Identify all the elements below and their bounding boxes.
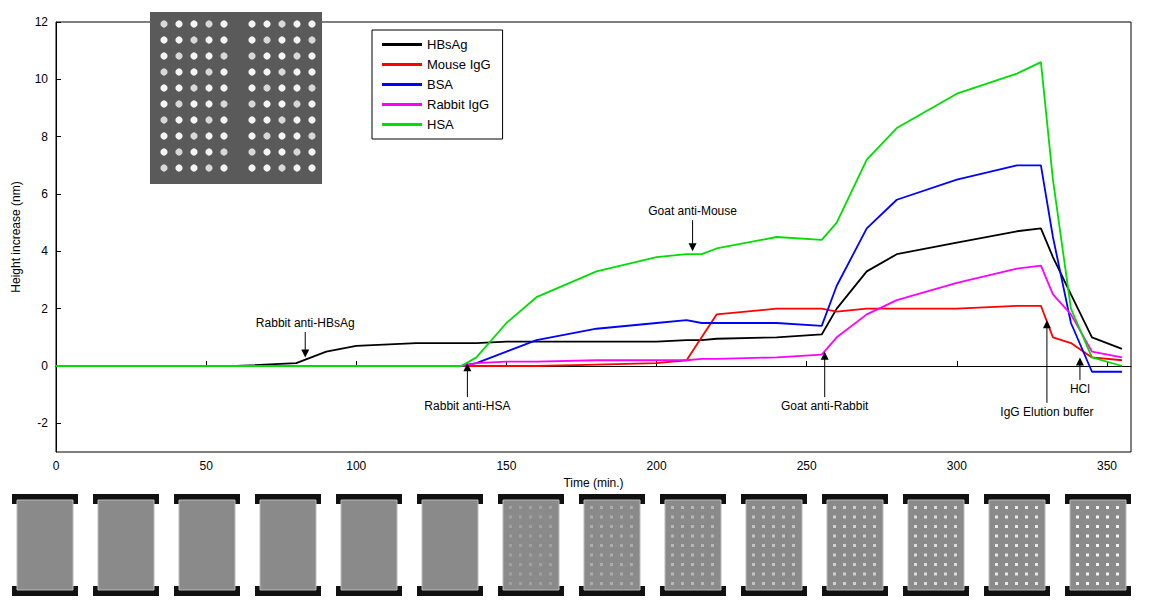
svg-text:Goat anti-Mouse: Goat anti-Mouse bbox=[648, 204, 737, 218]
svg-text:200: 200 bbox=[647, 459, 667, 473]
svg-text:0: 0 bbox=[53, 459, 60, 473]
svg-text:150: 150 bbox=[496, 459, 516, 473]
svg-text:Goat anti-Rabbit: Goat anti-Rabbit bbox=[781, 399, 869, 413]
svg-text:HBsAg: HBsAg bbox=[427, 37, 467, 52]
svg-text:350: 350 bbox=[1097, 459, 1117, 473]
svg-text:100: 100 bbox=[346, 459, 366, 473]
svg-text:12: 12 bbox=[35, 15, 49, 29]
svg-text:Rabbit IgG: Rabbit IgG bbox=[427, 97, 489, 112]
svg-text:300: 300 bbox=[947, 459, 967, 473]
svg-text:-2: -2 bbox=[37, 416, 48, 430]
svg-text:HSA: HSA bbox=[427, 117, 454, 132]
svg-text:8: 8 bbox=[41, 130, 48, 144]
svg-text:0: 0 bbox=[41, 359, 48, 373]
svg-text:Mouse IgG: Mouse IgG bbox=[427, 57, 491, 72]
svg-text:IgG Elution buffer: IgG Elution buffer bbox=[1000, 405, 1093, 419]
svg-text:BSA: BSA bbox=[427, 77, 453, 92]
svg-text:2: 2 bbox=[41, 302, 48, 316]
svg-text:6: 6 bbox=[41, 187, 48, 201]
svg-text:HCl: HCl bbox=[1070, 382, 1090, 396]
svg-text:50: 50 bbox=[199, 459, 213, 473]
svg-text:4: 4 bbox=[41, 244, 48, 258]
svg-text:Time (min.): Time (min.) bbox=[563, 476, 623, 490]
svg-text:Rabbit anti-HSA: Rabbit anti-HSA bbox=[424, 399, 510, 413]
svg-text:10: 10 bbox=[35, 72, 49, 86]
svg-text:Height increase (nm): Height increase (nm) bbox=[9, 181, 23, 292]
svg-text:Rabbit anti-HBsAg: Rabbit anti-HBsAg bbox=[256, 316, 355, 330]
svg-text:250: 250 bbox=[797, 459, 817, 473]
